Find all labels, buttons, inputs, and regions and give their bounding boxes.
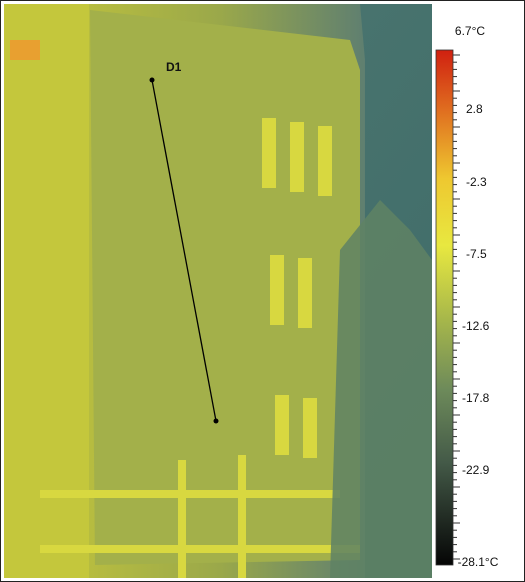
color-bar	[435, 49, 454, 566]
measure-point	[149, 77, 155, 83]
scale-label: 2.8	[466, 102, 483, 116]
scale-labels: 6.7°C 2.8 -2.3 -7.5 -12.6 -17.8 -22.9 -2…	[455, 24, 499, 569]
left-wall	[4, 4, 89, 578]
scale-label: -12.6	[462, 319, 490, 333]
measure-label: D1	[166, 60, 182, 74]
scale-label: -28.1°C	[458, 555, 499, 569]
scale-ticks	[453, 54, 460, 560]
scale-label: -17.8	[462, 391, 490, 405]
measure-point	[213, 418, 219, 424]
thermal-image: D1	[4, 4, 432, 578]
tree	[330, 200, 432, 578]
scale-label: -7.5	[466, 247, 487, 261]
measure-line	[151, 79, 217, 422]
scale-label: 6.7°C	[455, 24, 485, 38]
scale-label: -22.9	[462, 463, 490, 477]
windows	[40, 118, 360, 578]
hot-spot	[10, 40, 40, 60]
scale-label: -2.3	[466, 175, 487, 189]
wall	[90, 10, 360, 565]
